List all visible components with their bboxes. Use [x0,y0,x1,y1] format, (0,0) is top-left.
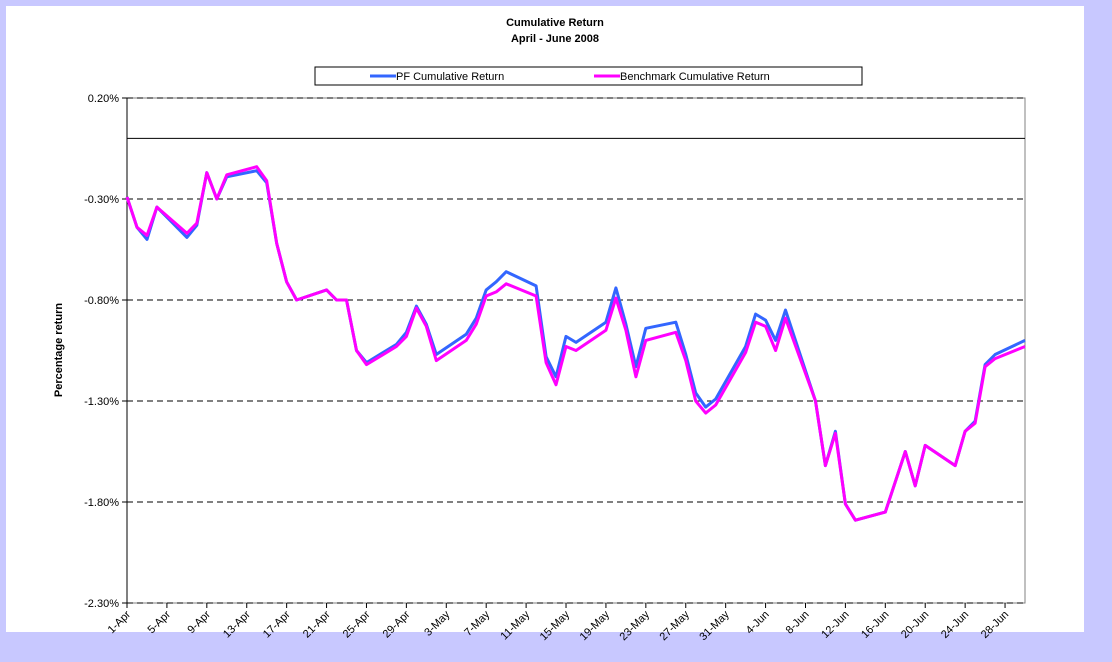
y-tick-label: -2.30% [84,598,119,610]
chart-subtitle: April - June 2008 [511,33,599,45]
y-tick-label: 0.20% [88,93,119,105]
y-axis-title: Percentage return [53,303,65,397]
y-tick-label: -1.80% [84,497,119,509]
y-tick-label: -0.80% [84,295,119,307]
series-line [125,165,1026,522]
y-tick-label: -1.30% [84,396,119,408]
legend-label: PF Cumulative Return [396,71,504,83]
legend-label: Benchmark Cumulative Return [620,71,770,83]
plot-area [126,97,1026,604]
legend [314,66,863,86]
chart-title: Cumulative Return [506,17,604,29]
y-tick-label: -0.30% [84,194,119,206]
